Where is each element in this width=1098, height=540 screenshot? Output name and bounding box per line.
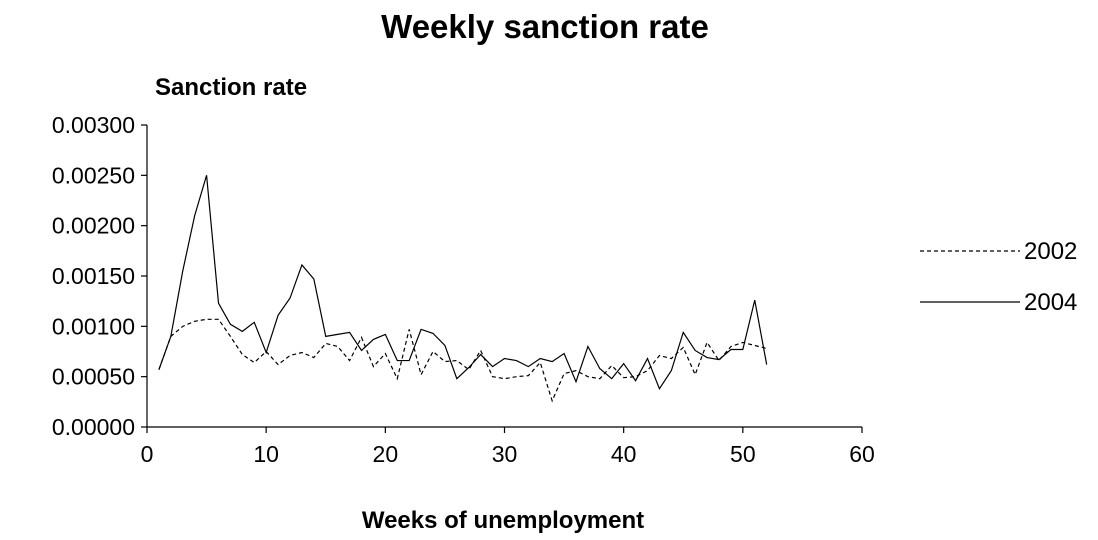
legend-label-2002: 2002: [1024, 238, 1077, 265]
x-tick-label: 50: [730, 441, 756, 467]
legend-label-2004: 2004: [1024, 289, 1077, 316]
y-tick-label: 0.00250: [52, 162, 135, 188]
x-tick-label: 0: [141, 441, 154, 467]
x-tick-label: 20: [373, 441, 399, 467]
series-layer: [158, 175, 768, 403]
x-tick-label: 60: [849, 441, 875, 467]
y-axis-label: Sanction rate: [155, 74, 307, 101]
series-line-2004: [158, 175, 768, 391]
y-tick-label: 0.00100: [52, 313, 135, 339]
y-axis-ticks: 0.00000 0.00050 0.00100 0.00150 0.00200 0.002…: [52, 112, 147, 440]
x-axis-ticks: 0 10 20 30 40 50 60: [141, 427, 875, 467]
x-tick-label: 10: [253, 441, 279, 467]
legend: 2002 2004: [920, 238, 1077, 316]
x-tick-label: 40: [611, 441, 637, 467]
y-tick-label: 0.00000: [52, 414, 135, 440]
series-line-2002: [158, 318, 767, 403]
y-tick-label: 0.00300: [52, 112, 135, 138]
y-tick-label: 0.00150: [52, 263, 135, 289]
x-tick-label: 30: [492, 441, 518, 467]
x-axis-label: Weeks of unemployment: [362, 507, 644, 534]
y-tick-label: 0.00050: [52, 364, 135, 390]
y-tick-label: 0.00200: [52, 213, 135, 239]
chart-title: Weekly sanction rate: [381, 8, 709, 45]
